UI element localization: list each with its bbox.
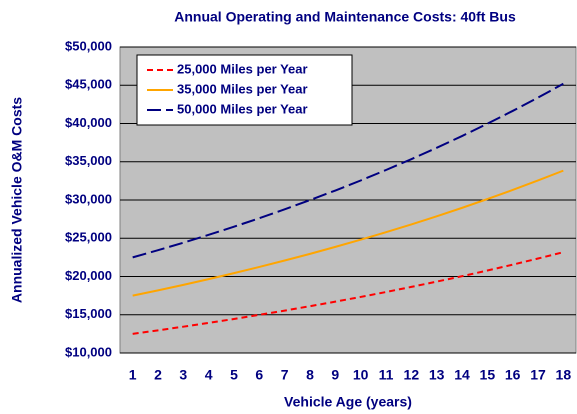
x-tick-label: 5 [230,367,238,383]
x-tick-label: 8 [306,367,314,383]
x-tick-label: 11 [379,367,394,383]
y-tick-label: $10,000 [65,344,112,359]
x-tick-label: 3 [179,367,187,383]
legend-label: 35,000 Miles per Year [177,81,308,96]
x-tick-label: 17 [530,367,546,383]
x-tick-label: 7 [281,367,289,383]
series-line [132,82,564,259]
x-tick-label: 12 [404,367,420,383]
y-axis-title: Annualized Vehicle O&M Costs [9,97,25,303]
x-tick-label: 4 [205,367,213,383]
x-tick-label: 16 [505,367,521,383]
series-line [132,251,564,335]
x-axis-title: Vehicle Age (years) [284,394,412,410]
x-tick-label: 6 [255,367,263,383]
x-tick-label: 15 [480,367,496,383]
chart-title: Annual Operating and Maintenance Costs: … [174,9,516,25]
legend-label: 50,000 Miles per Year [177,101,308,116]
y-tick-label: $20,000 [65,268,112,283]
y-tick-label: $50,000 [65,38,112,53]
series-line [132,169,564,297]
x-tick-label: 18 [556,367,572,383]
x-tick-label: 1 [129,367,137,383]
y-tick-label: $30,000 [65,191,112,206]
legend-label: 25,000 Miles per Year [177,61,308,76]
y-tick-label: $45,000 [65,77,112,92]
x-tick-label: 2 [154,367,162,383]
x-tick-label: 14 [454,367,470,383]
x-tick-label: 13 [429,367,445,383]
y-tick-label: $25,000 [65,230,112,245]
y-tick-label: $40,000 [65,115,112,130]
y-tick-label: $15,000 [65,306,112,321]
y-tick-label: $35,000 [65,153,112,168]
x-tick-label: 9 [331,367,339,383]
x-tick-label: 10 [353,367,369,383]
